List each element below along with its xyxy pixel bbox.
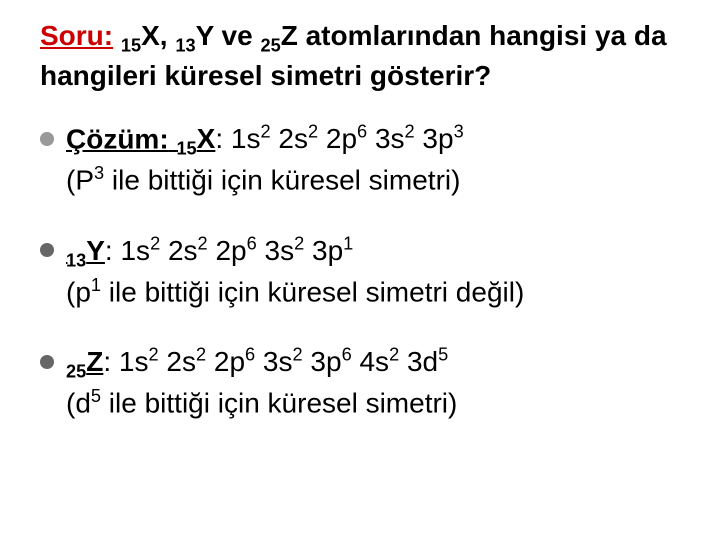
answer-note: (P3 ile bittiği için küresel simetri) — [66, 161, 692, 199]
answer-note: (p1 ile bittiği için küresel simetri değ… — [66, 273, 692, 311]
answer-item: 25Z: 1s2 2s2 2p6 3s2 3p6 4s2 3d5 (d5 ile… — [40, 343, 692, 423]
answer-item: 13Y: 1s2 2s2 2p6 3s2 3p1 (p1 ile bittiği… — [40, 231, 692, 311]
bullet-dot-icon — [40, 132, 54, 146]
bullet-dot-icon — [40, 243, 54, 257]
answer-item: Çözüm: 15X: 1s2 2s2 2p6 3s2 3p3 (P3 ile … — [40, 120, 692, 200]
question-block: Soru: 15X, 13Y ve 25Z atomlarından hangi… — [40, 18, 692, 94]
answer-line: 25Z: 1s2 2s2 2p6 3s2 3p6 4s2 3d5 — [66, 343, 448, 384]
answer-line: 13Y: 1s2 2s2 2p6 3s2 3p1 — [66, 231, 353, 272]
electron-config: : 1s2 2s2 2p6 3s2 3p3 — [215, 123, 463, 154]
electron-config: : 1s2 2s2 2p6 3s2 3p6 4s2 3d5 — [103, 346, 448, 377]
answer-label: Çözüm: — [66, 123, 169, 154]
element-symbol: 25Z — [66, 346, 103, 377]
electron-config: : 1s2 2s2 2p6 3s2 3p1 — [105, 235, 353, 266]
bullet-dot-icon — [40, 355, 54, 369]
question-text: 15X, 13Y ve 25Z atomlarından hangisi ya … — [40, 20, 667, 91]
answer-note: (d5 ile bittiği için küresel simetri) — [66, 384, 692, 422]
question-label: Soru: — [40, 20, 113, 51]
slide: Soru: 15X, 13Y ve 25Z atomlarından hangi… — [0, 0, 720, 540]
element-symbol: 13Y — [66, 235, 105, 266]
element-symbol: 15X — [169, 123, 216, 154]
answer-line: Çözüm: 15X: 1s2 2s2 2p6 3s2 3p3 — [66, 120, 464, 161]
